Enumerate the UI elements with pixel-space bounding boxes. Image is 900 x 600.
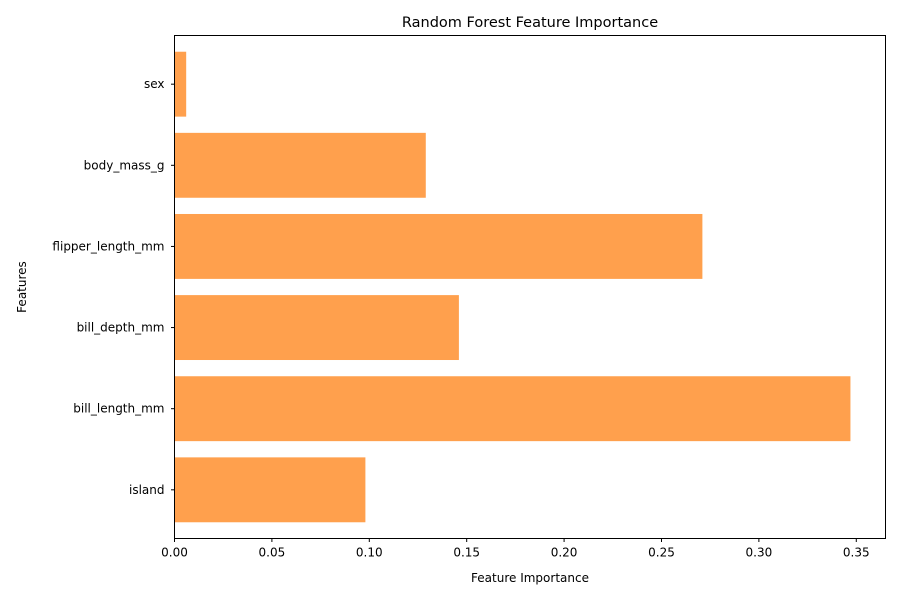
x-tick-label: 0.35 (843, 546, 870, 560)
x-axis-title: Feature Importance (471, 571, 589, 585)
y-tick-label: flipper_length_mm (52, 239, 164, 253)
y-axis: island bill_length_mm bill_depth_mm flipper… (52, 77, 175, 497)
y-axis-title: Features (15, 261, 29, 313)
bar-body_mass_g (174, 132, 426, 198)
bar-sex (174, 51, 187, 117)
y-tick-label: bill_depth_mm (77, 321, 165, 335)
bar-bill_depth_mm (174, 295, 459, 361)
x-tick-label: 0.15 (453, 546, 480, 560)
x-tick-label: 0.10 (356, 546, 383, 560)
bar-flipper_length_mm (174, 213, 703, 279)
bar-bill_length_mm (174, 376, 851, 442)
bars-group (174, 51, 851, 523)
y-tick-label: island (129, 483, 165, 497)
y-tick-label: sex (144, 77, 165, 91)
x-tick-label: 0.30 (746, 546, 773, 560)
x-tick-label: 0.05 (259, 546, 286, 560)
chart-title: Random Forest Feature Importance (402, 15, 658, 31)
x-axis: 0.00 0.05 0.10 0.15 0.20 0.25 0.30 0.35 (161, 538, 870, 560)
y-tick-label: bill_length_mm (73, 402, 164, 416)
x-tick-label: 0.00 (161, 546, 188, 560)
x-tick-label: 0.25 (648, 546, 675, 560)
x-tick-label: 0.20 (551, 546, 578, 560)
y-tick-label: body_mass_g (84, 158, 165, 172)
plot-frame (174, 35, 886, 539)
bar-island (174, 457, 366, 523)
